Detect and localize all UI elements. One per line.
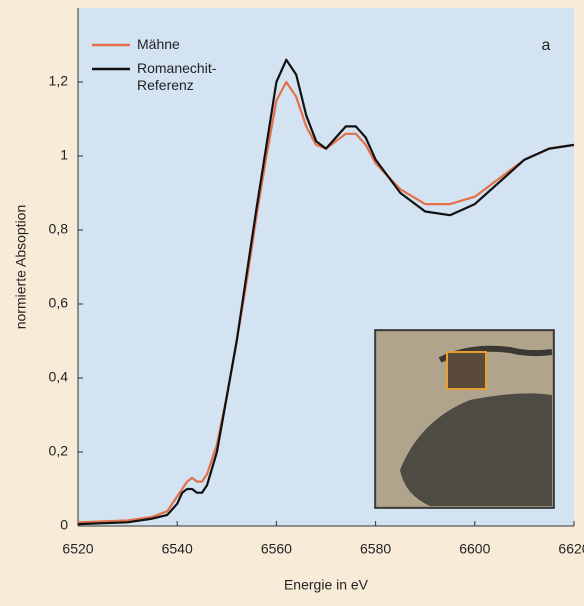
y-tick-label: 1,2	[49, 73, 69, 89]
x-axis-label: Energie in eV	[284, 577, 369, 593]
x-tick-label: 6580	[360, 541, 391, 557]
x-tick-label: 6620	[558, 541, 584, 557]
x-tick-label: 6600	[459, 541, 490, 557]
y-tick-label: 0,8	[49, 221, 69, 237]
legend-label: Mähne	[137, 36, 212, 53]
x-tick-label: 6560	[261, 541, 292, 557]
y-axis-label: normierte Absoption	[13, 205, 29, 330]
page: Energie in eV normierte Absoption a 0 0,2…	[0, 0, 584, 606]
x-tick-label: 6520	[62, 541, 93, 557]
y-tick-label: 0	[60, 517, 68, 533]
inset-photo	[375, 330, 554, 508]
legend-label: Romanechit-Referenz	[137, 60, 212, 94]
x-tick-label: 6540	[162, 541, 193, 557]
y-tick-label: 1	[60, 147, 68, 163]
y-tick-label: 0,2	[49, 443, 69, 459]
y-tick-label: 0,6	[49, 295, 69, 311]
annotation: a	[542, 37, 551, 54]
chart: Energie in eV normierte Absoption a 0 0,2…	[0, 0, 584, 606]
y-tick-label: 0,4	[49, 369, 69, 385]
